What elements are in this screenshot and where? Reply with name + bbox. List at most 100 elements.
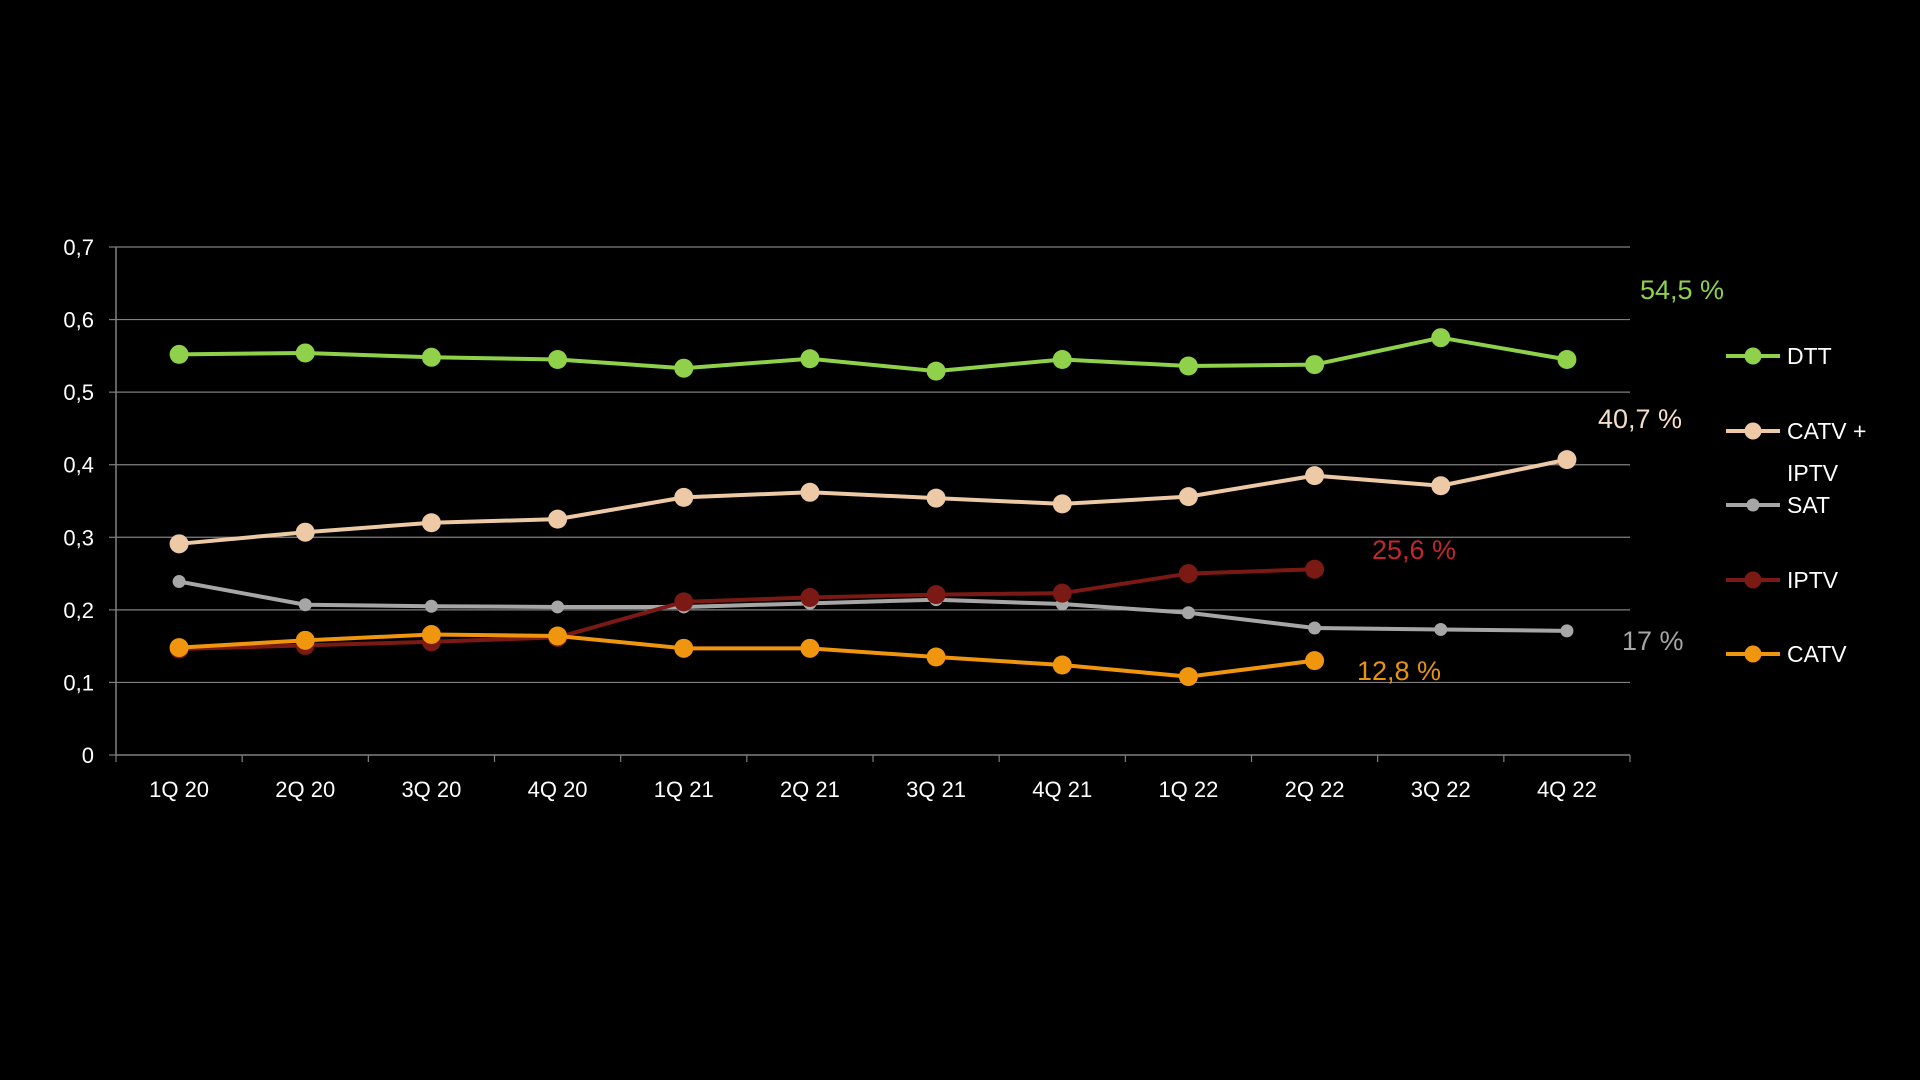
series-dtt (169, 328, 1577, 381)
legend-label: DTT (1787, 343, 1832, 369)
data-point (1431, 476, 1451, 496)
series-sat (172, 575, 1574, 638)
legend-label: SAT (1787, 492, 1830, 518)
x-tick-label: 2Q 20 (275, 777, 335, 802)
series-line (178, 457, 1568, 546)
data-point (1305, 466, 1325, 486)
data-point (1305, 651, 1325, 671)
data-point (172, 575, 186, 589)
series-line (179, 567, 1315, 652)
x-tick-label: 2Q 22 (1285, 777, 1345, 802)
data-point (674, 592, 694, 612)
data-point (298, 598, 312, 612)
data-point (548, 509, 568, 529)
legend-label: CATV + (1787, 418, 1866, 444)
data-point (1178, 564, 1198, 584)
data-point (295, 343, 315, 363)
y-tick-label: 0,4 (63, 453, 94, 478)
data-point (674, 638, 694, 658)
legend-item-dtt: DTT (1726, 343, 1832, 369)
y-tick-label: 0,2 (63, 598, 94, 623)
data-point (1308, 621, 1322, 635)
data-point (926, 647, 946, 667)
data-point (1431, 328, 1451, 348)
data-point (421, 625, 441, 645)
legend-item-iptv: IPTV (1726, 567, 1839, 593)
y-tick-label: 0,7 (63, 235, 94, 260)
x-tick-label: 3Q 20 (401, 777, 461, 802)
value-annotation: 12,8 % (1357, 656, 1441, 686)
series-catv (169, 625, 1325, 687)
data-point (548, 349, 568, 369)
legend-item-sat: SAT (1726, 492, 1830, 518)
series-line (179, 335, 1568, 374)
data-point (1305, 559, 1325, 579)
data-point (424, 599, 438, 613)
data-point (1052, 349, 1072, 369)
legend-swatch-marker (1746, 498, 1760, 512)
data-point (1178, 487, 1198, 507)
data-point (800, 349, 820, 369)
series-lines (169, 328, 1577, 687)
x-tick-label: 4Q 22 (1537, 777, 1597, 802)
data-point (169, 638, 189, 658)
value-annotation: 25,6 % (1372, 535, 1456, 565)
data-point (1305, 355, 1325, 375)
data-point (1557, 450, 1577, 470)
y-tick-label: 0,6 (63, 308, 94, 333)
data-point (926, 488, 946, 508)
data-point (800, 482, 820, 502)
legend-label: CATV (1787, 641, 1847, 667)
data-point (1052, 583, 1072, 603)
data-point (1052, 655, 1072, 675)
data-point (1181, 606, 1195, 620)
data-point (169, 534, 189, 554)
data-point (295, 522, 315, 542)
legend-label: IPTV (1787, 567, 1839, 593)
data-point (421, 347, 441, 367)
y-tick-label: 0,5 (63, 380, 94, 405)
data-point (1557, 349, 1577, 369)
x-tick-label: 2Q 21 (780, 777, 840, 802)
x-tick-label: 3Q 22 (1411, 777, 1471, 802)
x-tick-label: 4Q 20 (528, 777, 588, 802)
data-point (169, 344, 189, 364)
legend-swatch-marker (1744, 645, 1762, 663)
value-annotation: 17 % (1622, 626, 1684, 656)
data-point (295, 630, 315, 650)
legend-swatch-marker (1744, 571, 1762, 589)
data-point (926, 585, 946, 605)
series-line (178, 579, 1567, 633)
x-tick-label: 1Q 20 (149, 777, 209, 802)
legend-swatch-marker (1744, 347, 1762, 365)
data-point (674, 358, 694, 378)
data-point (674, 487, 694, 507)
y-tick-label: 0,3 (63, 525, 94, 550)
series-catv-iptv (169, 450, 1577, 554)
y-tick-label: 0 (82, 743, 94, 768)
x-tick-label: 1Q 21 (654, 777, 714, 802)
data-point (1178, 667, 1198, 687)
legend-item-catv: CATV (1726, 641, 1847, 667)
data-point (800, 638, 820, 658)
legend-item-catv-iptv: CATV + IPTV (1726, 418, 1866, 486)
data-point (1178, 356, 1198, 376)
data-point (421, 513, 441, 533)
data-point (800, 588, 820, 608)
axes: 0 0,1 0,2 0,3 0,4 0,5 0,6 0,7 1Q 20 2Q 20 3Q 20 4Q … (63, 235, 1631, 802)
legend: DTT CATV + IPTV SAT IPTV CATV (1726, 343, 1866, 667)
x-tick-label: 4Q 21 (1032, 777, 1092, 802)
data-point (548, 626, 568, 646)
data-point (1052, 494, 1072, 514)
legend-swatch-marker (1744, 422, 1762, 440)
legend-label: IPTV (1787, 460, 1839, 486)
data-point (1560, 624, 1574, 638)
value-annotation: 54,5 % (1640, 275, 1724, 305)
data-point (551, 600, 565, 614)
x-tick-label: 1Q 22 (1158, 777, 1218, 802)
data-point (1434, 622, 1448, 636)
data-point (926, 361, 946, 381)
x-tick-label: 3Q 21 (906, 777, 966, 802)
y-tick-label: 0,1 (63, 670, 94, 695)
